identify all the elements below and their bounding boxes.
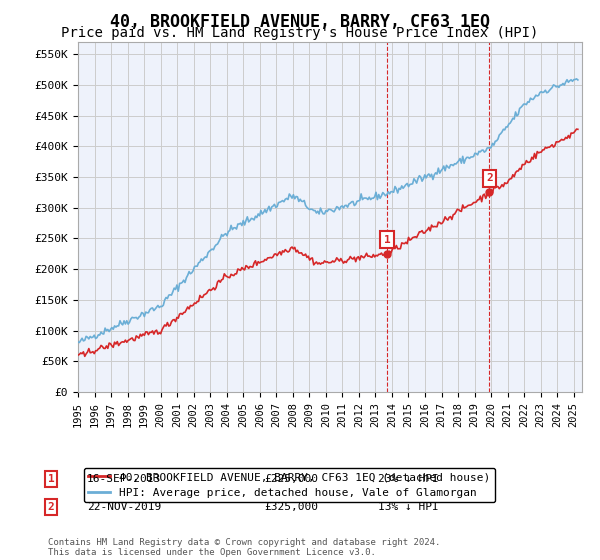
Text: 2: 2 [486, 173, 493, 183]
Text: 16-SEP-2013: 16-SEP-2013 [87, 474, 161, 484]
Text: 13% ↓ HPI: 13% ↓ HPI [378, 502, 439, 512]
Text: Contains HM Land Registry data © Crown copyright and database right 2024.
This d: Contains HM Land Registry data © Crown c… [48, 538, 440, 557]
Legend: 40, BROOKFIELD AVENUE, BARRY, CF63 1EQ (detached house), HPI: Average price, det: 40, BROOKFIELD AVENUE, BARRY, CF63 1EQ (… [83, 468, 495, 502]
Text: £225,000: £225,000 [264, 474, 318, 484]
Text: Price paid vs. HM Land Registry's House Price Index (HPI): Price paid vs. HM Land Registry's House … [61, 26, 539, 40]
Text: 22-NOV-2019: 22-NOV-2019 [87, 502, 161, 512]
Text: 1: 1 [384, 235, 391, 245]
Text: £325,000: £325,000 [264, 502, 318, 512]
Text: 23% ↓ HPI: 23% ↓ HPI [378, 474, 439, 484]
Text: 2: 2 [47, 502, 55, 512]
Text: 40, BROOKFIELD AVENUE, BARRY, CF63 1EQ: 40, BROOKFIELD AVENUE, BARRY, CF63 1EQ [110, 13, 490, 31]
Text: 1: 1 [47, 474, 55, 484]
